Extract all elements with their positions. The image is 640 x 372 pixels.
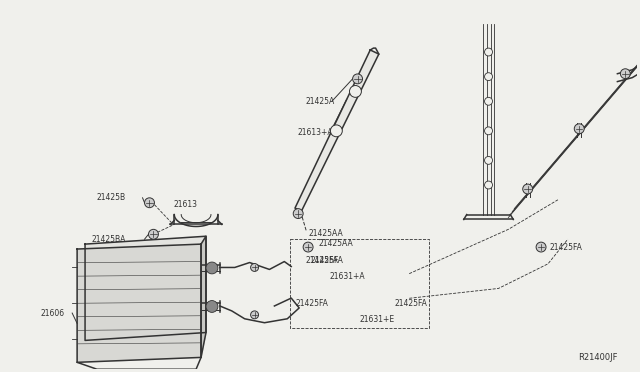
- Text: 21631+E: 21631+E: [360, 315, 395, 324]
- Polygon shape: [77, 244, 201, 362]
- Circle shape: [293, 209, 303, 218]
- Text: 21425FA: 21425FA: [550, 243, 583, 251]
- Circle shape: [353, 74, 362, 84]
- Text: 21425FA: 21425FA: [305, 256, 338, 265]
- Circle shape: [484, 181, 493, 189]
- Circle shape: [523, 184, 532, 194]
- Circle shape: [484, 73, 493, 81]
- Text: 21631+A: 21631+A: [330, 272, 365, 281]
- Circle shape: [620, 69, 630, 78]
- Text: R21400JF: R21400JF: [578, 353, 618, 362]
- Circle shape: [536, 242, 546, 252]
- Text: 21425AA: 21425AA: [318, 238, 353, 248]
- Circle shape: [330, 125, 342, 137]
- Text: 21425BA: 21425BA: [92, 235, 126, 244]
- Circle shape: [206, 301, 218, 312]
- Text: 21425A: 21425A: [305, 97, 334, 106]
- Circle shape: [484, 127, 493, 135]
- Circle shape: [484, 97, 493, 105]
- Circle shape: [251, 263, 259, 272]
- Text: 21425FA: 21425FA: [295, 299, 328, 308]
- Circle shape: [145, 198, 154, 208]
- Text: 21613+A: 21613+A: [297, 128, 333, 137]
- Text: 21425AA: 21425AA: [308, 229, 343, 238]
- Circle shape: [206, 262, 218, 274]
- Text: 21425B: 21425B: [97, 193, 126, 202]
- Circle shape: [574, 124, 584, 134]
- Text: 21613: 21613: [173, 200, 197, 209]
- Text: 21606: 21606: [40, 308, 65, 318]
- Circle shape: [148, 230, 159, 239]
- Circle shape: [484, 48, 493, 56]
- Polygon shape: [201, 236, 206, 357]
- Text: 21425FA: 21425FA: [394, 299, 428, 308]
- Circle shape: [484, 157, 493, 164]
- Circle shape: [303, 242, 313, 252]
- Text: 21425FA: 21425FA: [310, 256, 343, 265]
- Polygon shape: [85, 236, 206, 340]
- Circle shape: [349, 86, 362, 97]
- Circle shape: [251, 311, 259, 319]
- Polygon shape: [295, 50, 379, 211]
